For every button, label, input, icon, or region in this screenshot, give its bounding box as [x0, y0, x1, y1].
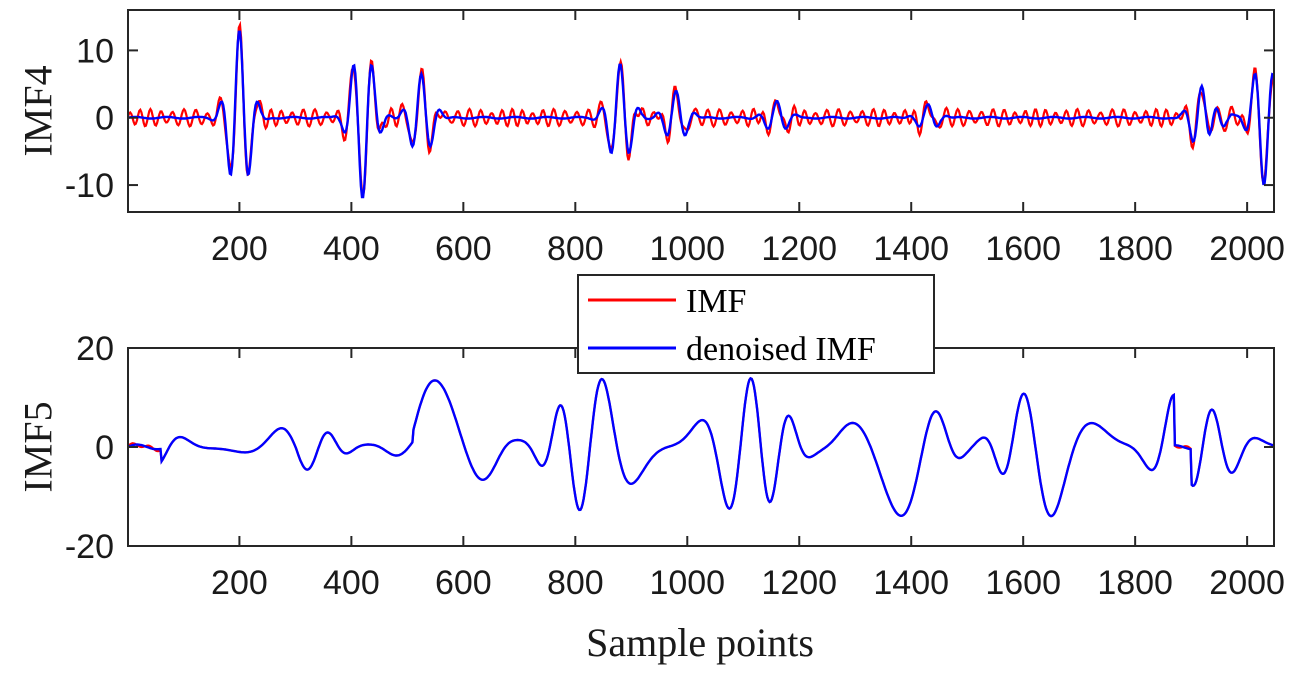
imf5-ylabel: IMF5	[16, 401, 61, 492]
y-tick-label: 0	[95, 100, 114, 138]
legend: IMF denoised IMF	[577, 274, 935, 374]
series-line-imf	[126, 20, 1275, 196]
imf5-axes-frame	[127, 347, 1275, 547]
series-line-denoised-imf	[127, 30, 1274, 199]
x-axis-label: Sample points	[586, 620, 814, 665]
x-tick-label: 400	[323, 230, 380, 268]
imf5-panel: 200 400 600 800 1000 1200 1400 1600 1800 2000 -20 0…	[16, 330, 1285, 665]
x-tick-label: 1400	[873, 230, 949, 268]
imf4-ylabel: IMF4	[16, 65, 61, 156]
x-tick-label: 600	[435, 230, 492, 268]
legend-label-imf: IMF	[686, 283, 746, 320]
imf5-series-group	[127, 376, 1274, 518]
x-tick-label: 1600	[985, 230, 1061, 268]
y-tick-label: -10	[65, 167, 114, 205]
y-tick-label: 20	[76, 330, 114, 368]
legend-box	[577, 274, 935, 374]
x-tick-label: 200	[211, 564, 268, 602]
series-line-denoised-imf	[127, 376, 1274, 518]
x-tick-label: 1800	[1097, 564, 1173, 602]
x-tick-label: 1000	[649, 564, 725, 602]
imf4-axes-frame	[127, 9, 1275, 213]
y-tick-label: 0	[95, 429, 114, 467]
imf5-ticks: 200 400 600 800 1000 1200 1400 1600 1800 2000 -20 0…	[65, 330, 1285, 602]
x-tick-label: 600	[435, 564, 492, 602]
x-tick-label: 2000	[1209, 230, 1285, 268]
x-tick-label: 200	[211, 230, 268, 268]
x-tick-label: 800	[547, 230, 604, 268]
x-tick-label: 1200	[761, 564, 837, 602]
series-line-imf	[127, 377, 1274, 518]
y-tick-label: -20	[65, 528, 114, 566]
x-tick-label: 400	[323, 564, 380, 602]
imf4-panel: 200 400 600 800 1000 1200 1400 1600 1800 2000 -10 0…	[16, 9, 1285, 268]
x-tick-label: 1000	[649, 230, 725, 268]
imf4-series-group	[126, 20, 1275, 199]
x-tick-label: 2000	[1209, 564, 1285, 602]
x-tick-label: 1600	[985, 564, 1061, 602]
y-tick-label: 10	[76, 32, 114, 70]
x-tick-label: 1200	[761, 230, 837, 268]
x-tick-label: 1400	[873, 564, 949, 602]
imf4-ticks: 200 400 600 800 1000 1200 1400 1600 1800 2000 -10 0…	[65, 10, 1285, 268]
x-tick-label: 800	[547, 564, 604, 602]
legend-label-denoised-imf: denoised IMF	[686, 331, 876, 368]
x-tick-label: 1800	[1097, 230, 1173, 268]
